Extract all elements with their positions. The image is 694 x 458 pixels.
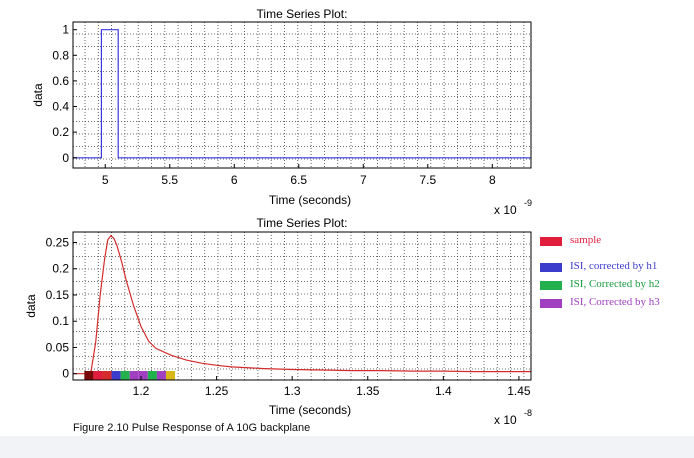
x-tick-label: 7 bbox=[360, 173, 367, 187]
bottom-strip bbox=[0, 436, 694, 458]
legend-swatch-h1 bbox=[540, 263, 562, 272]
legend-label-h1: ISI, corrected by h1 bbox=[570, 260, 658, 272]
x-tick-label: 1.35 bbox=[356, 384, 380, 398]
chart-title: Time Series Plot: bbox=[257, 7, 348, 21]
x-tick-label: 8 bbox=[489, 173, 496, 187]
y-tick-label: 0.4 bbox=[52, 100, 69, 114]
x-tick-label: 5 bbox=[102, 173, 109, 187]
sample-marker-8 bbox=[147, 371, 157, 380]
y-axis-label: data bbox=[24, 294, 38, 318]
grid bbox=[73, 22, 531, 168]
x-axis-exponent-power: -9 bbox=[524, 198, 532, 208]
y-tick-label: 0.1 bbox=[52, 314, 69, 328]
axes-frame bbox=[72, 231, 532, 381]
sample-marker-4 bbox=[111, 371, 121, 380]
y-tick-label: 0.05 bbox=[46, 340, 70, 354]
y-tick-label: 0.25 bbox=[46, 235, 70, 249]
figure-caption: Figure 2.10 Pulse Response of A 10G back… bbox=[73, 422, 311, 434]
y-tick-label: 0.2 bbox=[52, 125, 69, 139]
sample-marker-2 bbox=[93, 371, 103, 380]
x-tick-label: 6 bbox=[231, 173, 238, 187]
figure-svg: 5 5.5 6 6.5 7 7.5 8 0 0.2 0.4 0.6 0.8 1 Time Series P… bbox=[24, 7, 532, 427]
x-axis-exponent: x 10 bbox=[494, 413, 517, 427]
legend-label-h2: ISI, Corrected by h2 bbox=[570, 278, 660, 290]
x-axis-label: Time (seconds) bbox=[269, 403, 351, 417]
x-tick-label: 1.2 bbox=[133, 384, 150, 398]
x-axis-exponent: x 10 bbox=[494, 203, 517, 217]
y-axis-label: data bbox=[31, 83, 45, 107]
x-tick-label: 7.5 bbox=[419, 173, 436, 187]
legend-swatch-h3 bbox=[540, 299, 562, 308]
plot-area bbox=[73, 232, 531, 380]
series-line-pulse bbox=[73, 29, 531, 159]
y-tick-label: 0.15 bbox=[46, 288, 70, 302]
sample-marker-3 bbox=[102, 371, 112, 380]
y-tick-label: 1 bbox=[62, 23, 69, 37]
legend-swatch-sample bbox=[540, 237, 562, 246]
x-tick-label: 6.5 bbox=[290, 173, 307, 187]
y-tick-label: 0.2 bbox=[52, 262, 69, 276]
legend-label-h3: ISI, Corrected by h3 bbox=[570, 296, 660, 308]
y-tick-label: 0.8 bbox=[52, 48, 69, 62]
sample-marker-9 bbox=[156, 371, 166, 380]
legend-swatch-h2 bbox=[540, 281, 562, 290]
legend-label-sample: sample bbox=[570, 234, 602, 246]
series-line-pulse-response bbox=[73, 234, 531, 375]
chart-1: 5 5.5 6 6.5 7 7.5 8 0 0.2 0.4 0.6 0.8 1 Time Series P… bbox=[31, 7, 532, 217]
x-tick-label: 1.3 bbox=[284, 384, 301, 398]
sample-marker-5 bbox=[120, 371, 130, 380]
chart-2: 1.2 1.25 1.3 1.35 1.4 1.45 0 0.05 0.1 0.15 0.2 0.25… bbox=[24, 216, 532, 427]
x-tick-label: 1.4 bbox=[435, 384, 452, 398]
y-tick-label: 0 bbox=[62, 151, 69, 165]
x-tick-label: 1.45 bbox=[507, 384, 531, 398]
chart-title: Time Series Plot: bbox=[257, 216, 348, 230]
x-axis-label: Time (seconds) bbox=[269, 193, 351, 207]
sample-marker-1 bbox=[84, 371, 94, 380]
grid bbox=[73, 232, 531, 380]
y-tick-label: 0 bbox=[62, 367, 69, 381]
sample-marker-7 bbox=[138, 371, 148, 380]
x-axis-exponent-power: -8 bbox=[524, 408, 532, 418]
x-tick-label: 1.25 bbox=[205, 384, 229, 398]
x-tick-label: 5.5 bbox=[161, 173, 178, 187]
axes-frame bbox=[72, 21, 532, 169]
sample-marker-10 bbox=[165, 371, 176, 380]
y-tick-label: 0.6 bbox=[52, 74, 69, 88]
sample-marker-6 bbox=[129, 371, 139, 380]
